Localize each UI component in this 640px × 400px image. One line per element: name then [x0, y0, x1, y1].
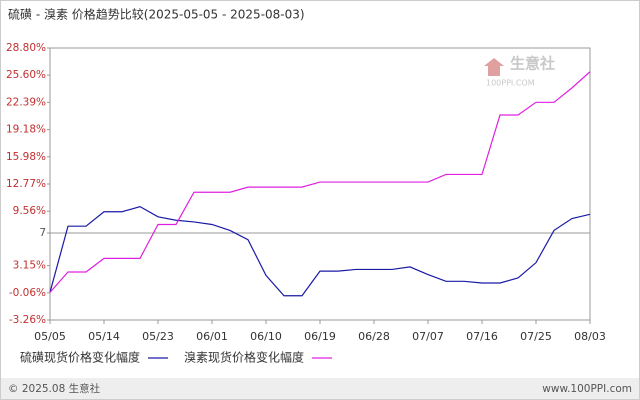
x-tick-label: 08/03 [574, 330, 606, 343]
y-tick-label: 19.18% [6, 124, 46, 136]
watermark-site: 100PPI.COM [486, 79, 535, 88]
y-tick-label: 25.60% [6, 69, 46, 81]
y-tick-label: 15.98% [6, 151, 46, 163]
y-tick-label: -3.26% [9, 314, 46, 326]
watermark-name: 生意社 [510, 55, 555, 73]
x-tick-label: 06/19 [304, 330, 336, 343]
footer-bar [1, 378, 639, 399]
x-tick-label: 07/25 [520, 330, 552, 343]
y-tick-label: 28.80% [6, 42, 46, 54]
footer-right: www.100PPI.com [542, 383, 632, 395]
watermark-icon [484, 58, 504, 76]
y-tick-label: 9.56% [13, 205, 46, 217]
x-tick-label: 05/23 [142, 330, 174, 343]
x-tick-label: 07/16 [466, 330, 498, 343]
x-tick-label: 05/14 [88, 330, 120, 343]
legend-label: 硫磺现货价格变化幅度 [20, 350, 140, 365]
x-tick-label: 05/05 [34, 330, 66, 343]
x-tick-label: 06/28 [358, 330, 390, 343]
footer-left: © 2025.08 生意社 [8, 382, 101, 395]
y-tick-label: -0.06% [9, 287, 46, 299]
x-tick-label: 06/01 [196, 330, 228, 343]
series-line [49, 71, 591, 293]
series-line [49, 206, 591, 297]
x-tick-label: 06/10 [250, 330, 282, 343]
y-tick-label: 22.39% [6, 96, 46, 108]
y-tick-label: 7 [39, 227, 46, 239]
chart-title: 硫磺 - 溴素 价格趋势比较(2025-05-05 - 2025-08-03) [8, 7, 305, 22]
y-tick-label: 12.77% [6, 178, 46, 190]
legend-label: 溴素现货价格变化幅度 [184, 350, 304, 365]
y-tick-label: 3.15% [13, 260, 46, 272]
x-tick-label: 07/07 [412, 330, 444, 343]
